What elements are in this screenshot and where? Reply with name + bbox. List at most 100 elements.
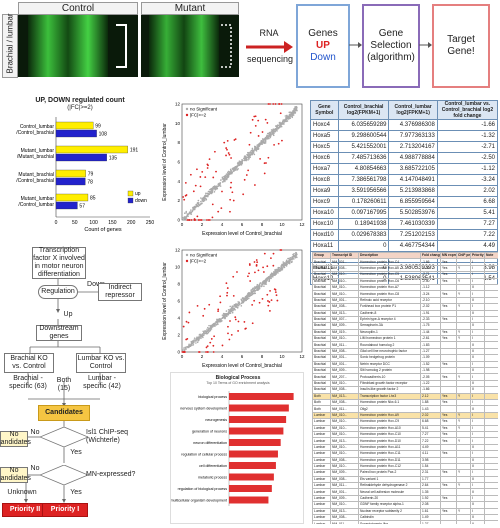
gene-table-cell: 3.685722105: [388, 163, 438, 175]
bar-x-tick: 200: [127, 220, 136, 226]
bar-up: [55, 169, 86, 178]
gene-table-cell: -1.12: [436, 163, 499, 175]
candidate-table-row: Brachial NM_008... Homeobox protein Hox-A5…: [312, 264, 498, 273]
candidate-table-cell: II: [470, 520, 485, 524]
candidate-table-row: Brachial NM_001... Sonic hedgehog protein -…: [312, 354, 498, 362]
bar-category-label: /Control_lumbar: [18, 202, 54, 208]
bar-value-label: 99: [95, 124, 101, 130]
mutant-image: [141, 15, 239, 77]
lumbar-ko-box: Lumbar KO vs. Control: [76, 353, 126, 373]
candidate-table-cell: [484, 283, 498, 292]
no-label-1: No: [30, 429, 40, 436]
candidate-table-row: Lumbar NM_009... Cadherin-20 1.92 Yes I: [312, 494, 498, 503]
gene-table-cell: 4.467754344: [388, 240, 438, 252]
legend-ns-swatch: [185, 253, 189, 257]
gene-table-cell: Hoxa11: [310, 240, 339, 252]
candidate-table-row: Lumbar NM_010... Homeobox protein Hox-C12 1…: [312, 462, 498, 471]
tf-box: Transcription factor X involved in motor…: [32, 247, 86, 279]
candidate-table-row: Both NM_008... Homeobox protein Nkx-6.1 1.8…: [312, 398, 498, 407]
bio-bar: [229, 404, 289, 412]
bar-down: [55, 177, 86, 186]
x-tick: 2: [201, 222, 204, 227]
scatter-1-svg: 0 2 4 6 8 10 12 0 2 4 6 8 10 12 Expression level of Co…: [162, 102, 305, 238]
candidate-table-cell: [484, 488, 498, 496]
candidate-table-cell: [484, 309, 498, 317]
candidate-table-cell: [440, 520, 457, 524]
flowchart-connectors: [24, 277, 101, 503]
gene-table-cell: 6.855959564: [388, 196, 438, 208]
x-tick: 10: [279, 222, 285, 227]
control-bracket: [116, 24, 127, 68]
candidate-table-cell: [484, 430, 498, 439]
gene-table-cell: -1.32: [436, 130, 499, 142]
candidate-table-header: Note: [484, 252, 498, 260]
candidate-table-row: Brachial NM_007... Ephrin type-A receptor …: [312, 315, 498, 324]
bar-up: [55, 145, 128, 154]
candidate-table-row: Brachial NM_009... Slit homolog 2 protein -…: [312, 366, 498, 375]
gene-table-cell: 6.035659289: [337, 119, 390, 131]
candidate-table-row: Brachial NM_008... Forkhead box protein P1…: [312, 303, 498, 311]
gene-table-row: Hoxa10 0.097167995 5.502853976 5.41: [310, 207, 499, 219]
candidate-table-cell: [484, 303, 498, 311]
flowchart: Transcription factor X involved in motor…: [0, 245, 160, 528]
gene-table-cell: 2.713204167: [388, 141, 438, 153]
gene-table-header: Control_lumbar log2(FPKM+1): [388, 100, 438, 120]
arrow-label-1: RNA: [259, 28, 279, 38]
candidate-table-cell: [484, 258, 498, 266]
candidate-table-cell: [484, 392, 498, 401]
bar-x-tick: 250: [146, 220, 155, 226]
candidate-table-cell: [484, 341, 498, 349]
bio-category-label: biological process: [198, 395, 227, 399]
candidate-table-header: Priority: [470, 252, 485, 260]
selection-box: Gene Selection (algorithm): [362, 4, 420, 88]
candidate-table-cell: [484, 347, 498, 356]
side-label: Brachial / lumbar: [5, 13, 15, 74]
gene-table-header: Control_lumbar vs. Control_brachial log2…: [436, 100, 499, 120]
y-axis-label: Expression level of Control_lumbar: [162, 123, 168, 201]
bio-bar: [229, 462, 276, 469]
bio-category-label: regulation of cellular process: [181, 453, 227, 457]
gene-table-cell: 5.41: [436, 207, 499, 219]
candidate-table: Group Transcript ID Description Fold change…: [312, 252, 498, 524]
selection-line2: Selection: [370, 40, 412, 51]
gene-table-cell: -1.66: [436, 119, 499, 131]
candidate-table-cell: [484, 328, 498, 337]
bio-bar: [229, 393, 294, 400]
bar-value-label: 57: [79, 204, 85, 210]
y-tick: 12: [175, 248, 181, 253]
candidate-table-cell: [484, 290, 498, 298]
candidate-table-row: Lumbar NM_011... Retinaldehyde dehydrogena…: [312, 482, 498, 490]
gene-table-row: Hoxc8 7.386561798 4.147048491 -3.24: [310, 174, 499, 186]
gene-table-row: Hoxd10 0.029678383 7.251202153 7.22: [310, 229, 499, 241]
candidate-table-row: Lumbar NM_010... GDNF family receptor alph…: [312, 501, 498, 509]
gene-table-row: Hoxc4 6.035659289 4.376986308 -1.66: [310, 119, 499, 131]
candidate-table-row: Brachial NM_001... Netrin receptor DCC -1.5…: [312, 360, 498, 369]
x-tick: 0: [181, 354, 184, 359]
candidate-table-cell: [456, 520, 471, 524]
bar-value-label: 79: [88, 172, 94, 178]
y-tick: 2: [177, 198, 180, 203]
gene-table-cell: 7.27: [436, 218, 499, 230]
candidate-table-cell: [484, 264, 498, 273]
x-tick: 10: [279, 354, 285, 359]
down-label: Down: [87, 281, 105, 288]
candidate-table-row: Brachial NM_019... Neuropilin-1 -1.44 Yes Y I: [312, 328, 498, 337]
bar-down: [55, 129, 97, 138]
x-axis-label: Expression level of Control_brachial: [202, 231, 282, 237]
candidate-table-row: Lumbar NM_010... Homeobox protein Hox-C10 7…: [312, 430, 498, 439]
candidate-table-cell: [484, 437, 498, 445]
candidate-table-row: Brachial NM_010... Homeobox protein Hox-C6…: [312, 277, 498, 285]
candidate-table-row: Lumbar NM_010... Homeobox protein Hox-C9 6.…: [312, 418, 498, 426]
side-label-box: Brachial / lumbar: [2, 13, 18, 78]
candidate-table-grid: Group Transcript ID Description Fold change…: [312, 252, 498, 524]
bar-x-tick: 50: [72, 220, 78, 226]
legend-sig-label: |FC|>=2: [190, 259, 207, 264]
legend-sig-label: |FC|>=2: [190, 113, 207, 118]
candidate-table-cell: [484, 456, 498, 464]
candidate-table-cell: [484, 405, 498, 413]
gene-table-cell: Hoxc8: [310, 174, 339, 186]
control-image: [18, 15, 138, 77]
bar-down: [55, 201, 78, 210]
candidate-table-row: Brachial NM_001... Retinoic acid receptor -…: [312, 296, 498, 305]
x-tick: 12: [299, 354, 305, 359]
